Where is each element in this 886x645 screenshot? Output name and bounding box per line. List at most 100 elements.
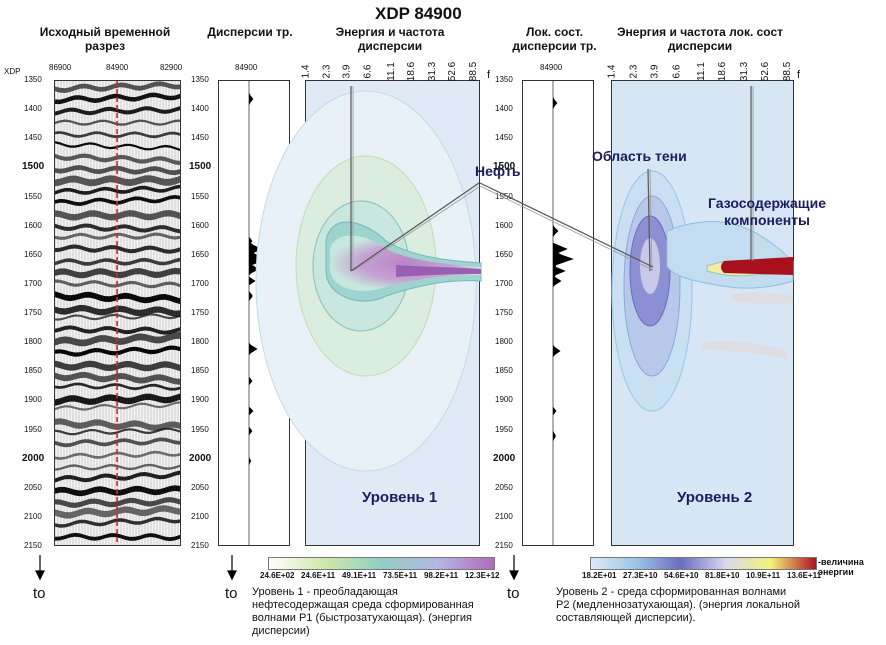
depth-tick-label: 2050 (191, 482, 209, 492)
colorbar-tick-label: 49.1E+11 (342, 571, 377, 580)
depth-tick-label: 1500 (189, 161, 212, 173)
seismic-reflector (55, 345, 180, 357)
depth-tick-label: 2100 (191, 511, 209, 521)
depth-tick-label: 1900 (24, 395, 42, 405)
depth-tick-label: 2000 (493, 452, 516, 464)
seismic-tick-right: 82900 (160, 63, 183, 72)
seismic-reflector (55, 81, 180, 93)
colorbar-tick-label: 24.6E+02 (260, 571, 295, 580)
oil-annotation: Нефть (475, 163, 521, 179)
colorbar-tick-label: 24.6E+11 (301, 571, 336, 580)
energy-panel-level2 (611, 80, 794, 546)
depth-tick-label: 1950 (495, 424, 513, 434)
seismic-tick-mid: 84900 (106, 63, 129, 72)
freq-axis-label-2: f (797, 69, 801, 81)
local-dispersion-trace-panel (522, 80, 594, 546)
depth-tick-label: 1700 (495, 278, 513, 288)
depth-tick-label: 1800 (24, 337, 42, 347)
depth-tick-label: 1350 (495, 75, 513, 84)
to-label-1: to (33, 585, 46, 602)
depth-tick-label: 2050 (495, 482, 513, 492)
depth-tick-label: 1450 (495, 133, 513, 143)
depth-tick-label: 1500 (22, 161, 45, 173)
seismic-reflector (55, 382, 180, 391)
depth-tick-label: 2050 (24, 482, 42, 492)
colorbar-tick-label: 18.2E+01 (582, 571, 617, 580)
depth-tick-label: 2150 (495, 541, 513, 550)
depth-tick-label: 1900 (495, 395, 513, 405)
depth-tick-label: 1800 (191, 337, 209, 347)
depth-tick-label: 1950 (191, 424, 209, 434)
energy-panel-level1 (255, 80, 482, 546)
seismic-reflector (55, 313, 180, 321)
gas-components-annotation: Газосодержащие компоненты (708, 195, 826, 228)
shadow-area-annotation: Область тени (592, 148, 687, 164)
energy-map-level2 (611, 86, 794, 412)
seismic-reflector (55, 418, 180, 431)
header-energy1: Энергия и частота дисперсии (335, 25, 445, 53)
trace-label-2: 84900 (540, 63, 563, 72)
depth-tick-label: 1400 (24, 104, 42, 114)
depth-tick-label: 2100 (24, 511, 42, 521)
colorbar-tick-label: 13.6E+11 (787, 571, 822, 580)
seismic-reflector (55, 106, 180, 116)
caption-level1: Уровень 1 - преобладающая нефтесодержаща… (252, 586, 474, 637)
depth-tick-label: 1750 (191, 308, 209, 317)
depth-tick-label: 1600 (495, 220, 513, 230)
depth-tick-label: 1750 (495, 308, 513, 317)
colorbar-tick-label: 98.2E+11 (424, 571, 459, 580)
depth-tick-label: 1600 (191, 220, 209, 230)
colorbar-tick-label: 81.8E+10 (705, 571, 740, 580)
depth-tick-label: 1850 (191, 366, 209, 376)
header-energy2: Энергия и частота лок. сост дисперсии (616, 25, 784, 53)
depth-tick-label: 2000 (189, 452, 212, 464)
depth-tick-label: 1750 (24, 308, 42, 317)
seismic-reflector (55, 153, 180, 166)
depth-tick-label: 1700 (191, 278, 209, 288)
depth-tick-label: 1400 (495, 104, 513, 114)
seismic-reflector (55, 232, 180, 240)
depth-tick-label: 1550 (191, 191, 209, 201)
seismic-reflector (55, 195, 180, 206)
depth-tick-label: 1350 (24, 75, 42, 84)
seismic-reflector (55, 210, 180, 221)
depth-tick-label: 1850 (24, 366, 42, 376)
to-label-3: to (507, 585, 520, 602)
depth-tick-label: 1650 (495, 249, 513, 259)
seismic-reflector (55, 516, 180, 528)
depth-tick-label: 2000 (22, 452, 45, 464)
colorbar-tick-label: 12.3E+12 (465, 571, 500, 580)
local-dispersion-trace-image (552, 81, 574, 545)
depth-tick-label: 1350 (191, 75, 209, 84)
seismic-reflector (55, 279, 180, 289)
colorbar-tick-label: 10.9E+11 (746, 571, 781, 580)
seismic-reflector (55, 450, 180, 460)
seismic-reflector (55, 401, 180, 411)
seismic-reflector (55, 131, 180, 139)
freq-axis-label-1: f (487, 69, 491, 81)
seismic-section-image (54, 81, 180, 545)
colorbar-tick-label: 27.3E+10 (623, 571, 658, 580)
depth-tick-label: 1950 (24, 424, 42, 434)
header-dispersion: Дисперсии тр. (207, 25, 293, 39)
page-title: XDP 84900 (375, 4, 462, 23)
colorbar-tick-label: 73.5E+11 (383, 571, 418, 580)
seismic-reflector (55, 393, 180, 406)
depth-tick-label: 1400 (191, 104, 209, 114)
depth-tick-label: 1700 (24, 278, 42, 288)
depth-tick-label: 1600 (24, 220, 42, 230)
dispersion-trace-image (248, 81, 268, 545)
colorbar-level2 (590, 557, 817, 570)
level1-label: Уровень 1 (362, 489, 438, 506)
seismic-reflector (55, 427, 180, 436)
depth-tick-label: 1450 (191, 133, 209, 143)
colorbar-tick-label: 54.6E+10 (664, 571, 699, 580)
trace-label-1: 84900 (235, 63, 258, 72)
depth-tick-label: 1550 (495, 191, 513, 201)
header-local-dispersion: Лок. сост. дисперсии тр. (512, 25, 597, 53)
depth-tick-label: 2150 (191, 541, 209, 550)
depth-tick-label: 1850 (495, 366, 513, 376)
depth-tick-label: 2100 (495, 511, 513, 521)
xdp-axis-label: XDP (4, 67, 21, 76)
